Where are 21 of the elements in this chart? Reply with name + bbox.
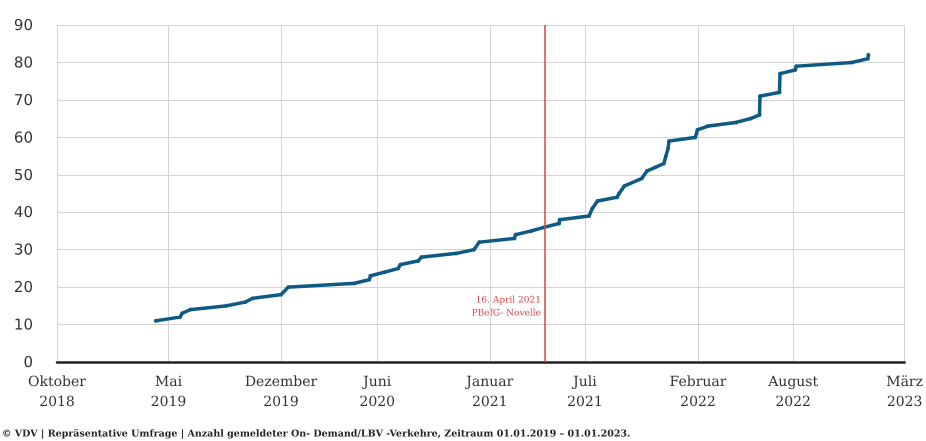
x-tick-label: Juli 2021 [567, 374, 603, 410]
y-tick-label: 30 [14, 240, 33, 259]
x-tick-label: Juni 2020 [359, 374, 396, 410]
x-tick-label: Dezember 2019 [244, 374, 318, 410]
y-tick-label: 80 [14, 53, 33, 72]
ref-line-label: 16. April 2021 PBefG- Novelle [472, 296, 541, 318]
y-tick-label: 40 [14, 203, 33, 222]
x-tick-label: August 2022 [767, 374, 818, 410]
y-tick-label: 20 [14, 278, 33, 296]
x-tick-label: März 2023 [886, 374, 923, 410]
y-tick-label: 10 [14, 316, 33, 334]
text: © VDV | Repräsentative Umfrage | Anzahl gemeldeter On- Demand/LBV -Verkehre, Zeitraum 01.01.2019 – 01.01.2023. [2, 428, 630, 440]
y-tick-label: 50 [14, 166, 33, 184]
x-tick-label: Januar 2021 [464, 374, 514, 410]
y-tick-label: 90 [14, 16, 33, 34]
y-tick-label: 60 [14, 128, 33, 146]
x-tick-label: Mai 2019 [150, 374, 186, 410]
x-tick-label: Oktober 2018 [28, 374, 86, 410]
y-tick-label: 0 [23, 353, 33, 371]
y-tick-label: 70 [14, 90, 33, 109]
x-tick-label: Februar 2022 [670, 374, 727, 410]
